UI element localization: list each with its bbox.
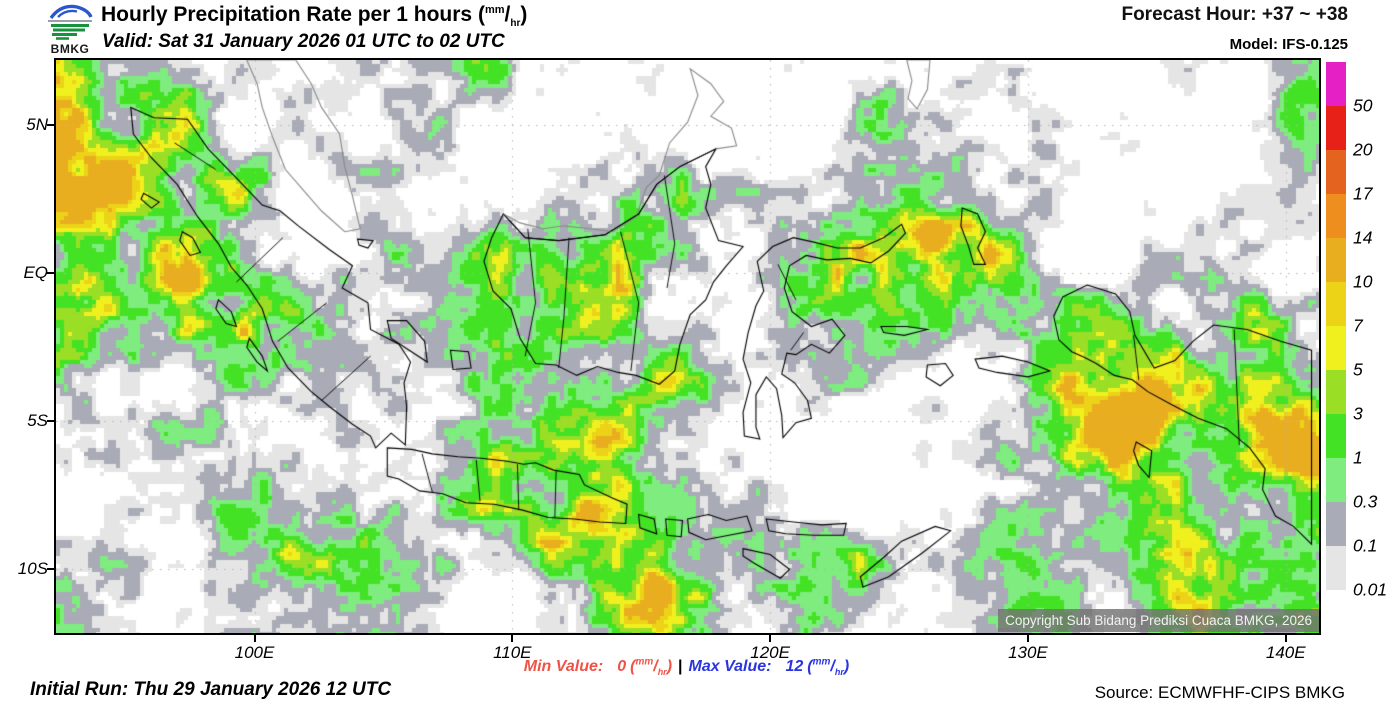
initial-run-line: Initial Run: Thu 29 January 2026 12 UTC — [30, 679, 392, 700]
legend-swatch-7 — [1326, 282, 1346, 326]
legend-swatch-50 — [1326, 62, 1346, 106]
bmkg-logo: BMKG — [44, 2, 100, 58]
x-tick-140E — [1284, 635, 1287, 642]
map-copyright: Copyright Sub Bidang Prediksi Cuaca BMKG… — [998, 609, 1319, 632]
page-title-text: Hourly Precipitation Rate per 1 hours — [101, 3, 473, 26]
source-line: Source: ECMWFHF-CIPS BMKG — [1094, 683, 1345, 702]
legend-swatch-3 — [1326, 370, 1346, 414]
legend-label-17: 17 — [1353, 183, 1373, 204]
precipitation-map-canvas — [56, 60, 1319, 633]
legend-swatch-20 — [1326, 106, 1346, 150]
legend-label-10: 10 — [1353, 271, 1373, 292]
title-unit: (mm/hr) — [477, 3, 528, 30]
legend-label-20: 20 — [1353, 139, 1373, 160]
bmkg-logo-icon — [48, 4, 93, 40]
legend-label-1: 1 — [1353, 447, 1363, 468]
legend-swatch-10 — [1326, 238, 1346, 282]
max-value-text: Max Value: 12 (mm/hr) — [688, 657, 850, 678]
x-tick-120E — [769, 635, 772, 642]
legend-swatch-1 — [1326, 414, 1346, 458]
legend-swatch-0.01 — [1326, 546, 1346, 590]
legend-label-14: 14 — [1353, 227, 1373, 248]
legend-label-0.01: 0.01 — [1353, 579, 1388, 600]
legend-swatch-17 — [1326, 150, 1346, 194]
legend-label-7: 7 — [1353, 315, 1363, 336]
forecast-hour-line: Forecast Hour: +37 ~ +38 — [1121, 4, 1348, 25]
min-value-text: Min Value: 0 (mm/hr) — [523, 657, 673, 678]
y-label-5S: 5S — [27, 411, 48, 431]
map-frame: Copyright Sub Bidang Prediksi Cuaca BMKG… — [54, 58, 1321, 635]
bmkg-logo-text: BMKG — [50, 42, 90, 56]
min-max-line: Min Value: 0 (mm/hr) | Max Value: 12 (mm/hr) — [55, 657, 1318, 678]
y-tick-5N — [47, 124, 54, 127]
legend-label-0.1: 0.1 — [1353, 535, 1378, 556]
page-title: Hourly Precipitation Rate per 1 hours (m… — [101, 3, 527, 29]
y-tick-5S — [47, 420, 54, 423]
legend-label-3: 3 — [1353, 403, 1363, 424]
legend-swatch-14 — [1326, 194, 1346, 238]
legend-label-0.3: 0.3 — [1353, 491, 1378, 512]
legend-label-50: 50 — [1353, 95, 1373, 116]
legend-swatch-0.3 — [1326, 458, 1346, 502]
min-max-separator: | — [678, 658, 683, 676]
x-tick-100E — [253, 635, 256, 642]
x-tick-110E — [511, 635, 514, 642]
y-label-5N: 5N — [26, 115, 48, 135]
y-tick-10S — [47, 568, 54, 571]
x-tick-130E — [1026, 635, 1029, 642]
legend-swatch-0.1 — [1326, 502, 1346, 546]
legend-label-5: 5 — [1353, 359, 1363, 380]
legend-swatch-5 — [1326, 326, 1346, 370]
y-tick-EQ — [47, 272, 54, 275]
valid-time-line: Valid: Sat 31 January 2026 01 UTC to 02 … — [102, 31, 505, 52]
model-line: Model: IFS-0.125 — [1229, 36, 1348, 53]
y-label-EQ: EQ — [23, 263, 48, 283]
y-label-10S: 10S — [17, 559, 48, 579]
